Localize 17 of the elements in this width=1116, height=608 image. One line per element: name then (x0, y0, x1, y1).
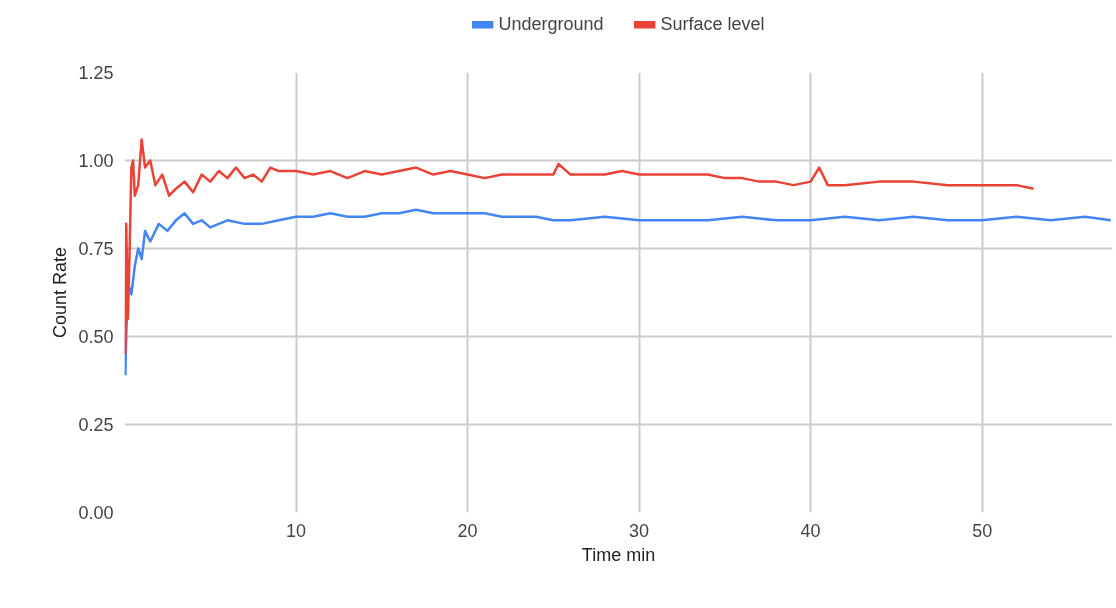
y-tick-label: 0.00 (78, 503, 114, 523)
y-tick-label: 0.50 (78, 327, 114, 347)
x-tick-label: 40 (800, 520, 821, 541)
y-tick-label: 1.00 (78, 151, 114, 171)
x-tick-label: 50 (972, 520, 993, 541)
x-tick-label: 10 (286, 520, 307, 541)
y-tick-label: 1.25 (78, 63, 114, 83)
y-tick-label: 0.25 (78, 415, 114, 435)
x-axis-title: Time min (581, 544, 656, 565)
y-tick-label: 0.75 (78, 239, 114, 259)
line-series (124, 138, 1035, 356)
x-tick-label: 30 (629, 520, 650, 541)
x-tick-label: 20 (457, 520, 478, 541)
line-series (124, 208, 1113, 377)
legend-label: Underground (498, 13, 604, 35)
y-axis-title: Count Rate (50, 246, 71, 339)
legend-label: Surface level (660, 13, 765, 35)
